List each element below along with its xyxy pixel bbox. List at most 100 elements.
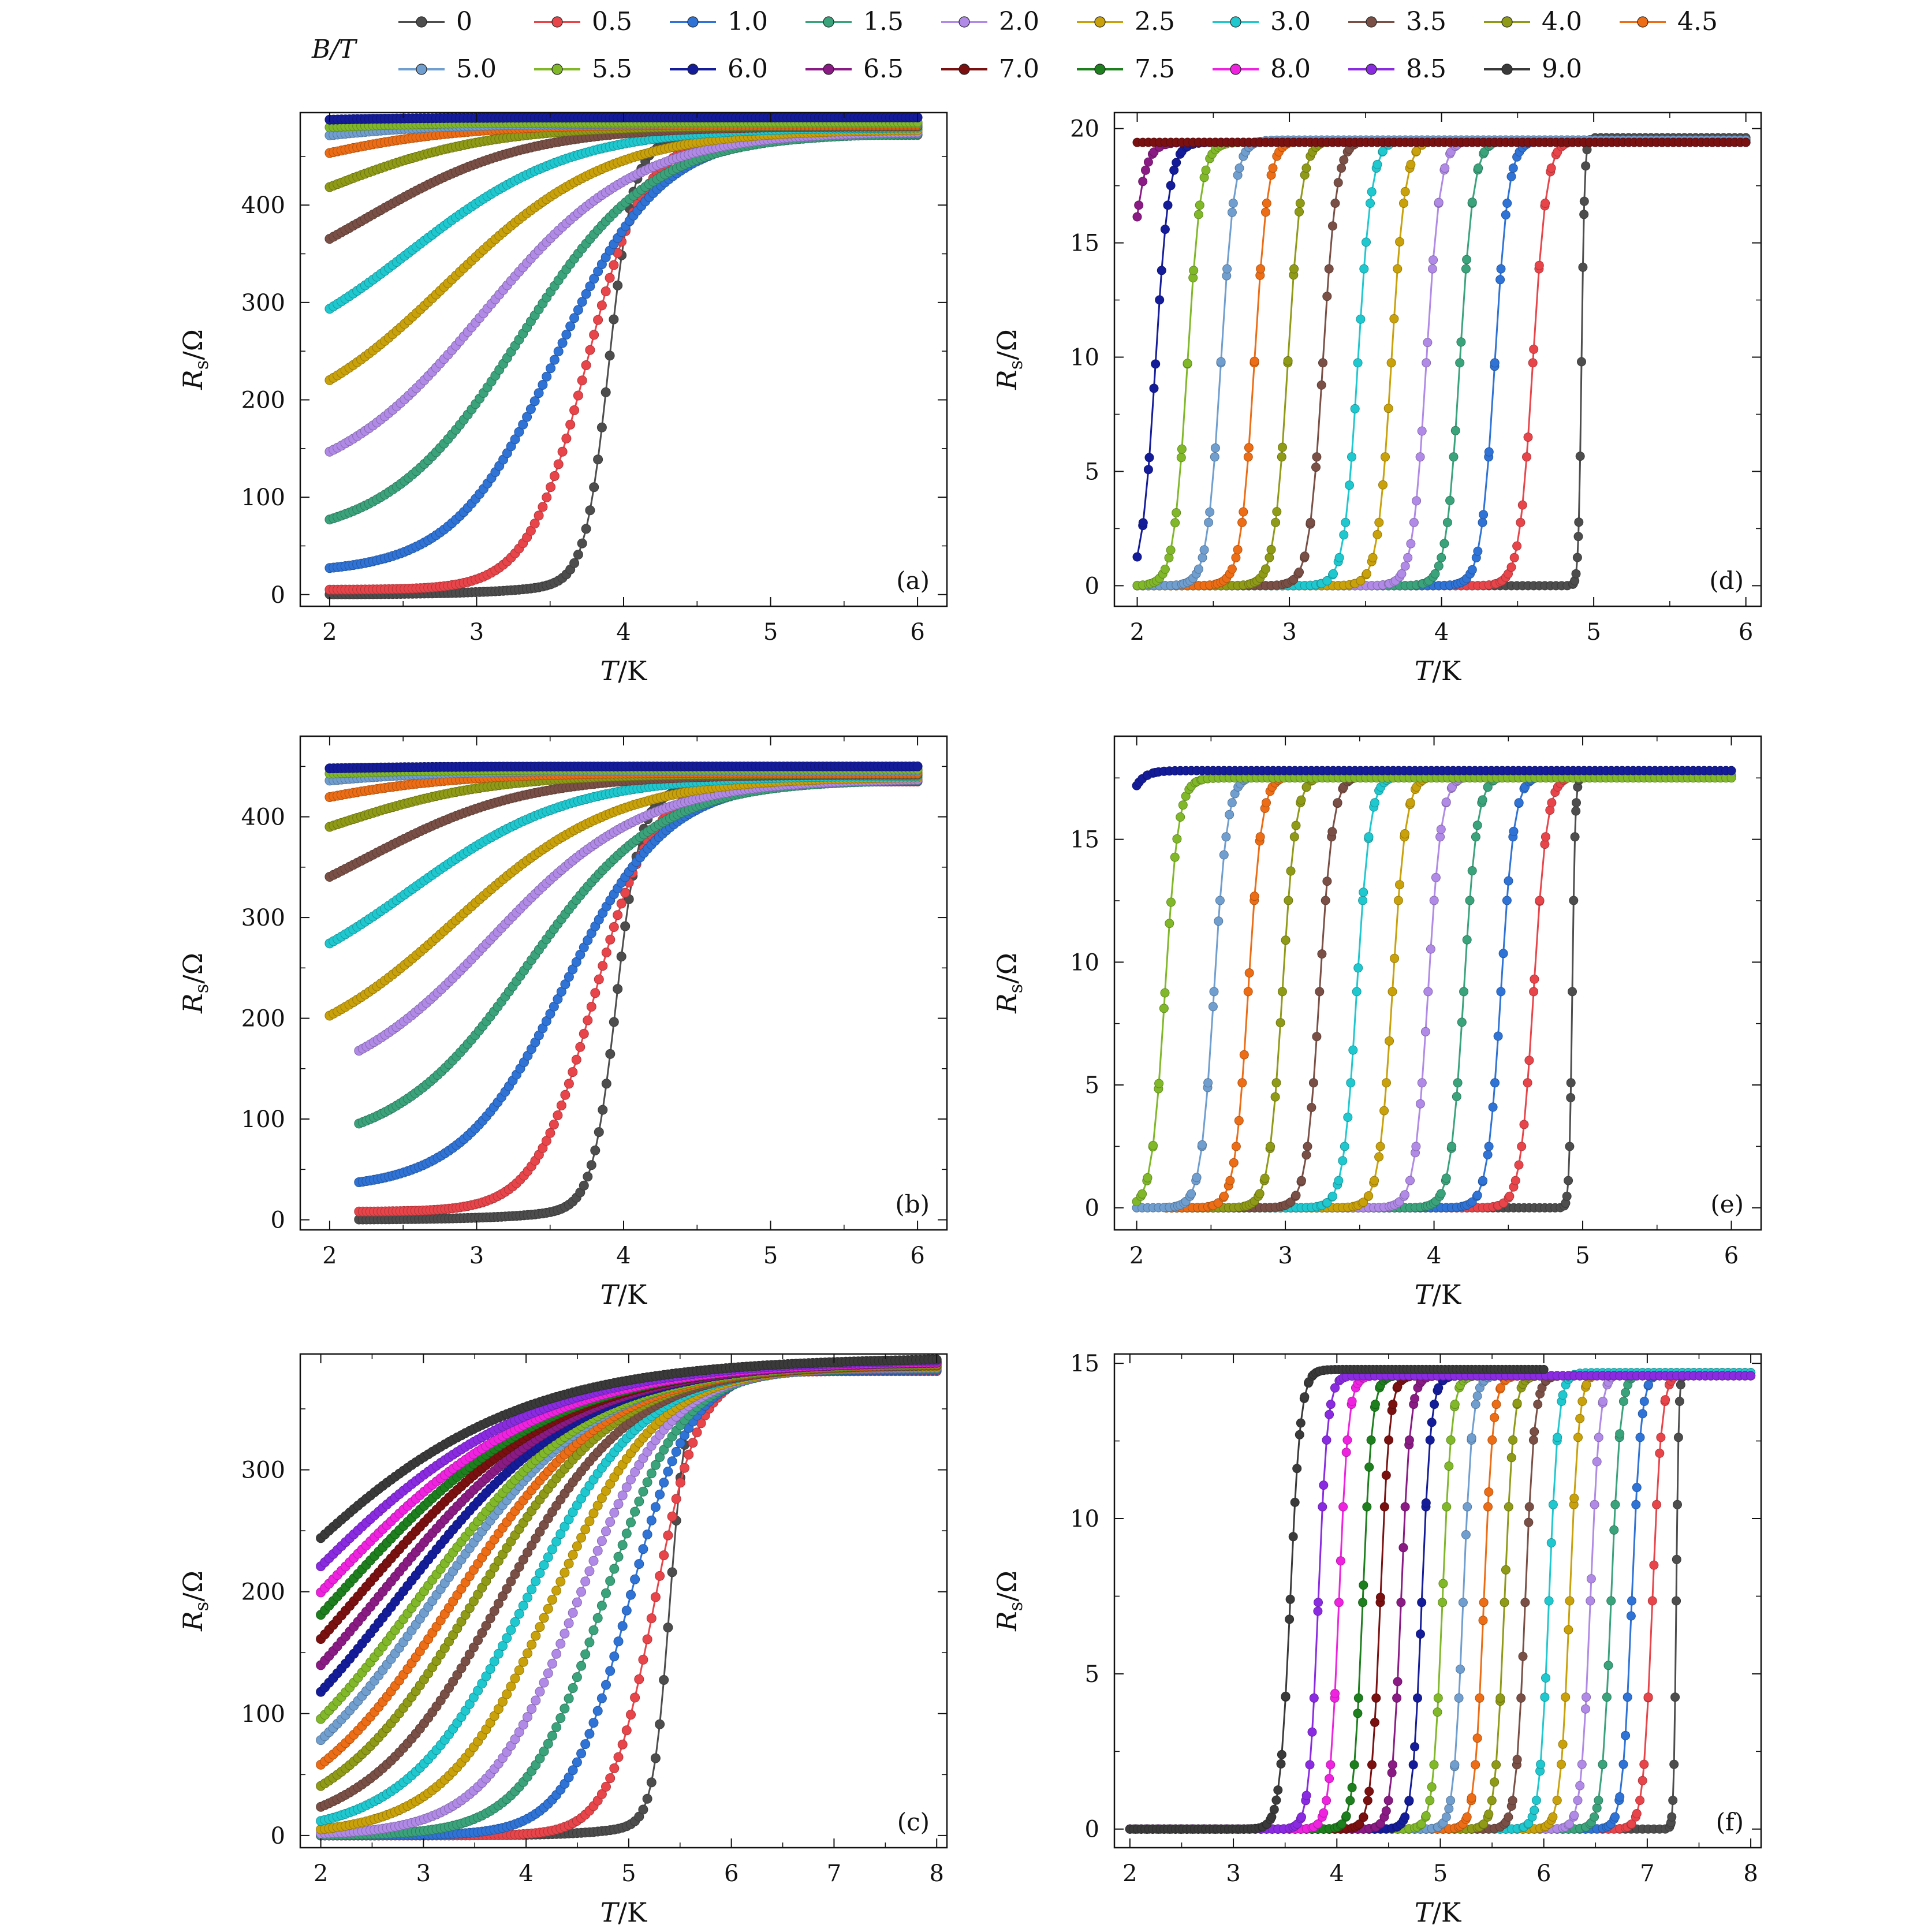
series-line (1137, 141, 1746, 587)
data-point (1397, 569, 1407, 579)
data-point (1138, 177, 1148, 187)
legend-entry: 7.5 (1077, 54, 1175, 84)
data-point (1422, 358, 1431, 368)
data-point (1144, 453, 1154, 463)
data-point (1339, 530, 1349, 540)
legend-marker (687, 64, 699, 75)
data-point (1311, 463, 1321, 472)
data-point (1541, 199, 1550, 208)
data-point (1378, 480, 1388, 490)
data-point (1506, 562, 1516, 572)
data-point (541, 1136, 551, 1146)
data-point (586, 1002, 596, 1012)
data-point (1237, 517, 1247, 527)
series-2.0 (354, 774, 923, 1056)
legend-entry: 0 (398, 7, 472, 36)
legend-entry: 4.0 (1484, 7, 1582, 36)
data-point (1333, 178, 1343, 188)
data-point (1474, 163, 1483, 173)
data-point (1301, 163, 1311, 173)
data-point (1741, 137, 1751, 147)
data-point (613, 984, 623, 994)
legend-entry: 1.5 (805, 7, 904, 36)
data-point (1512, 541, 1522, 551)
data-point (579, 1180, 589, 1191)
legend-marker (1501, 64, 1513, 75)
data-point (1362, 237, 1371, 247)
y-tick-label: 0 (271, 582, 285, 609)
data-point (542, 371, 552, 382)
data-point (1183, 359, 1192, 368)
x-tick-label: 3 (1282, 619, 1296, 646)
data-point (1374, 517, 1384, 527)
data-point (1534, 260, 1544, 270)
data-point (1523, 432, 1533, 442)
data-point (1575, 452, 1585, 461)
legend-label: 6.5 (863, 54, 904, 84)
data-point (593, 315, 603, 325)
series-line (1137, 139, 1746, 587)
data-point (581, 289, 591, 299)
data-point (1368, 553, 1378, 562)
data-point (1353, 358, 1363, 368)
data-point (1151, 359, 1161, 369)
data-point (1495, 275, 1505, 285)
axes-frame (1113, 111, 1762, 607)
data-point (538, 380, 548, 390)
legend-label: 0.5 (592, 7, 632, 36)
legend-marker (551, 16, 563, 28)
data-point (1429, 255, 1438, 265)
data-point (1571, 569, 1581, 579)
series-line (1137, 139, 1746, 587)
series-line (1137, 139, 1746, 587)
legend-marker (1094, 16, 1106, 28)
data-point (1268, 163, 1278, 173)
data-point (534, 510, 544, 521)
data-point (1157, 266, 1166, 275)
legend-title: B/T (311, 35, 358, 64)
data-point (585, 345, 595, 355)
data-point (549, 471, 560, 481)
data-point (589, 330, 599, 340)
data-point (538, 502, 548, 512)
data-point (1164, 553, 1174, 562)
data-point (1266, 544, 1276, 554)
x-tick-label: 6 (910, 619, 924, 646)
legend-label: 9.0 (1542, 54, 1582, 84)
data-point (1440, 163, 1450, 173)
data-point (545, 1128, 555, 1138)
data-point (553, 1110, 563, 1121)
data-point (609, 1017, 619, 1027)
legend-label: 7.5 (1135, 54, 1175, 84)
data-point (577, 375, 587, 386)
plot-area (325, 113, 923, 599)
data-point (1160, 225, 1170, 234)
data-point (1329, 569, 1338, 579)
data-point (590, 988, 601, 998)
data-point (583, 1172, 593, 1182)
y-tick-label: 10 (1070, 345, 1099, 371)
legend-entry: 4.5 (1620, 7, 1718, 36)
data-point (1577, 357, 1586, 367)
data-point (1389, 314, 1399, 323)
data-point (1412, 496, 1422, 506)
data-point (565, 419, 576, 430)
data-point (1450, 426, 1460, 435)
data-point (589, 482, 599, 493)
legend-label: 1.5 (863, 7, 904, 36)
legend-marker (687, 16, 699, 28)
data-point (569, 313, 580, 323)
data-point (553, 459, 564, 469)
data-point (579, 1028, 589, 1039)
y-tick-label: 100 (241, 484, 285, 511)
data-point (1316, 380, 1326, 390)
data-point (1195, 200, 1204, 210)
legend-label: 5.0 (456, 54, 497, 84)
data-point (1239, 507, 1248, 517)
data-point (518, 419, 528, 430)
data-point (601, 286, 611, 297)
data-point (1417, 426, 1427, 436)
series-line (1137, 139, 1746, 587)
data-point (534, 388, 544, 398)
